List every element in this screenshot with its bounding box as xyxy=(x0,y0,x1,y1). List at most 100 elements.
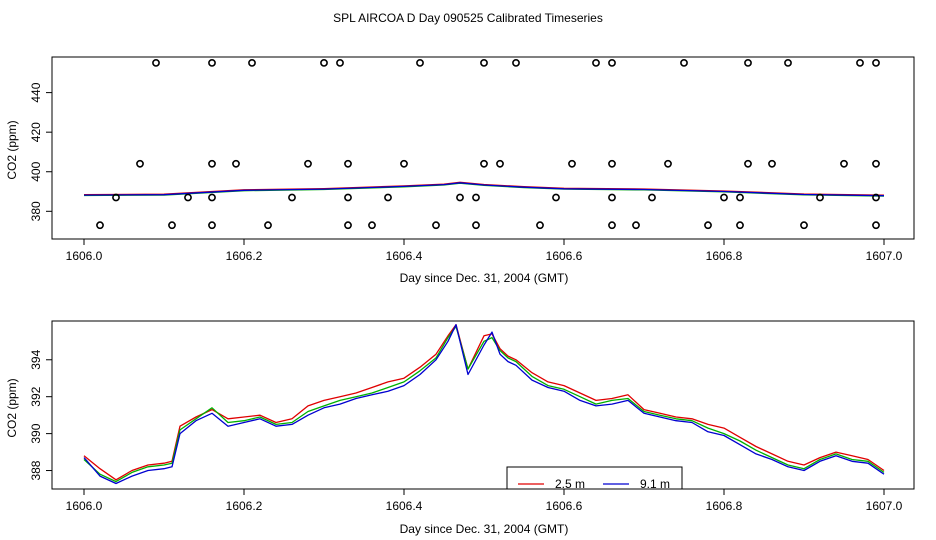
x-tick-label: 1606.6 xyxy=(546,499,583,513)
y-tick-label: 420 xyxy=(29,122,43,142)
top-y-axis-label: CO2 (ppm) xyxy=(5,120,19,179)
scatter-point xyxy=(536,221,544,230)
bottom-y-axis-label: CO2 (ppm) xyxy=(5,378,19,437)
scatter-point xyxy=(432,221,440,230)
scatter-point xyxy=(336,59,344,67)
scatter-point xyxy=(664,159,672,168)
scatter-point xyxy=(248,59,256,67)
scatter-point xyxy=(568,159,576,168)
x-tick-label: 1606.8 xyxy=(706,249,743,263)
scatter-point xyxy=(320,59,328,67)
legend-label-9-1m: 9.1 m xyxy=(640,477,670,491)
scatter-point xyxy=(416,59,424,67)
top-smoothed-lines xyxy=(83,181,885,197)
scatter-point xyxy=(608,193,616,202)
x-tick-label: 1606.0 xyxy=(66,249,103,263)
series-line-2-5-m xyxy=(83,324,885,481)
x-tick-label: 1607.0 xyxy=(866,499,903,513)
scatter-point xyxy=(344,159,352,168)
scatter-point xyxy=(608,59,616,67)
scatter-point xyxy=(368,221,376,230)
y-tick-label: 440 xyxy=(29,82,43,102)
scatter-point xyxy=(136,159,144,168)
scatter-point xyxy=(648,193,656,202)
scatter-point xyxy=(800,221,808,230)
top-y-axis: 380 400 420 440 xyxy=(29,82,52,221)
scatter-point xyxy=(512,59,520,67)
bottom-x-axis: 1606.0 1606.2 1606.4 1606.6 1606.8 1607.0 xyxy=(66,489,903,513)
scatter-point xyxy=(456,193,464,202)
bottom-panel: 1606.0 1606.2 1606.4 1606.6 1606.8 1607.0 388… xyxy=(5,320,915,536)
bottom-plot-frame xyxy=(51,320,915,490)
legend: 2.5 m 9.1 m xyxy=(506,466,683,491)
top-x-axis-label: Day since Dec. 31, 2004 (GMT) xyxy=(400,271,569,285)
scatter-point xyxy=(816,193,824,202)
legend-label-2-5m: 2.5 m xyxy=(555,477,585,491)
y-tick-label: 380 xyxy=(29,201,43,221)
scatter-point xyxy=(608,159,616,168)
scatter-point xyxy=(856,59,864,67)
scatter-point xyxy=(472,221,480,230)
y-tick-label: 394 xyxy=(29,349,43,369)
scatter-point xyxy=(208,59,216,67)
scatter-point xyxy=(680,59,688,67)
scatter-point xyxy=(872,59,880,67)
scatter-point xyxy=(784,59,792,67)
x-tick-label: 1606.6 xyxy=(546,249,583,263)
scatter-point xyxy=(472,193,480,202)
scatter-point xyxy=(384,193,392,202)
x-tick-label: 1606.4 xyxy=(386,249,423,263)
scatter-point xyxy=(288,193,296,202)
scatter-point xyxy=(592,59,600,67)
x-tick-label: 1606.2 xyxy=(226,249,263,263)
scatter-point xyxy=(736,193,744,202)
scatter-point xyxy=(112,193,120,202)
y-tick-label: 400 xyxy=(29,161,43,181)
bottom-x-axis-label: Day since Dec. 31, 2004 (GMT) xyxy=(400,522,569,536)
scatter-point xyxy=(96,221,104,230)
scatter-point xyxy=(736,221,744,230)
scatter-point xyxy=(872,193,880,202)
top-plot-frame xyxy=(51,56,915,240)
scatter-point xyxy=(496,159,504,168)
scatter-point xyxy=(608,221,616,230)
scatter-point xyxy=(744,159,752,168)
top-x-axis: 1606.0 1606.2 1606.4 1606.6 1606.8 1607.0 xyxy=(66,239,903,263)
scatter-point xyxy=(480,159,488,168)
scatter-point xyxy=(744,59,752,67)
y-tick-label: 388 xyxy=(29,460,43,480)
top-scatter-points xyxy=(96,59,880,230)
series-line-green xyxy=(83,325,885,483)
scatter-point xyxy=(344,221,352,230)
scatter-point xyxy=(208,221,216,230)
x-tick-label: 1607.0 xyxy=(866,249,903,263)
scatter-point xyxy=(872,221,880,230)
x-tick-label: 1606.2 xyxy=(226,499,263,513)
scatter-point xyxy=(768,159,776,168)
x-tick-label: 1606.8 xyxy=(706,499,743,513)
scatter-point xyxy=(184,193,192,202)
scatter-point xyxy=(152,59,160,67)
top-series-line-blue xyxy=(83,182,885,197)
x-tick-label: 1606.4 xyxy=(386,499,423,513)
series-line-9-1-m xyxy=(83,324,885,485)
scatter-point xyxy=(208,159,216,168)
scatter-point xyxy=(632,221,640,230)
scatter-point xyxy=(264,221,272,230)
scatter-point xyxy=(840,159,848,168)
scatter-point xyxy=(400,159,408,168)
chart-title: SPL AIRCOA D Day 090525 Calibrated Times… xyxy=(333,11,603,25)
scatter-point xyxy=(168,221,176,230)
scatter-point xyxy=(344,193,352,202)
top-panel: 1606.0 1606.2 1606.4 1606.6 1606.8 1607.0 380… xyxy=(5,56,915,285)
scatter-point xyxy=(208,193,216,202)
x-tick-label: 1606.0 xyxy=(66,499,103,513)
scatter-point xyxy=(720,193,728,202)
scatter-point xyxy=(872,159,880,168)
scatter-point xyxy=(304,159,312,168)
legend-box xyxy=(506,466,683,490)
y-tick-label: 392 xyxy=(29,386,43,406)
scatter-point xyxy=(704,221,712,230)
y-tick-label: 390 xyxy=(29,423,43,443)
